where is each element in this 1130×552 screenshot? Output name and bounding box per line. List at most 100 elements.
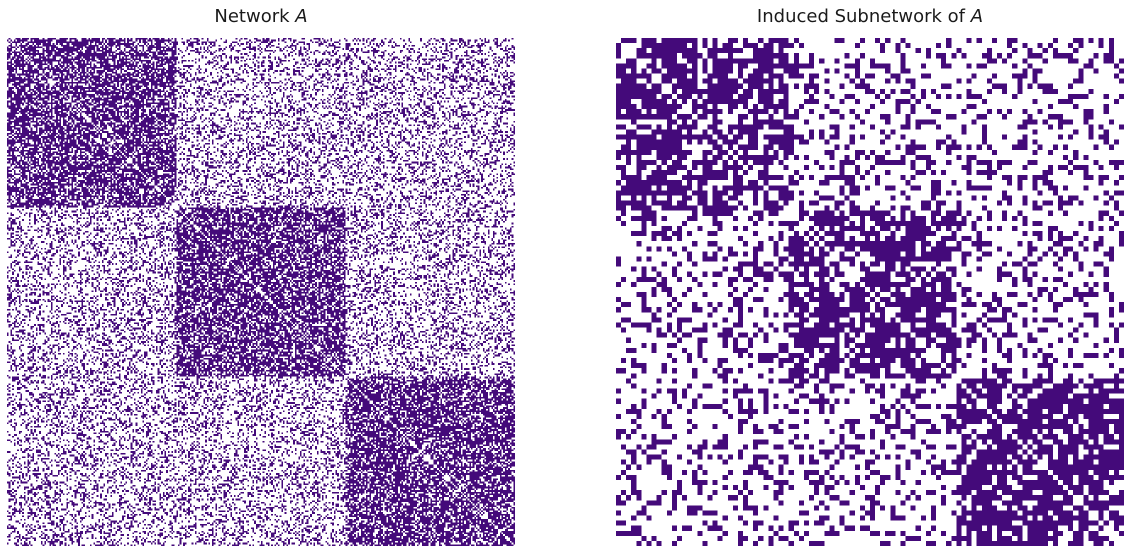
heatmap-row	[7, 48, 515, 50]
heatmap-row	[12, 380, 512, 382]
heatmap-row	[15, 520, 512, 523]
heatmap-row	[7, 134, 514, 137]
heatmap-row	[7, 185, 514, 188]
heatmap-row	[7, 276, 514, 279]
heatmap-row	[8, 70, 507, 72]
heatmap-row	[8, 280, 515, 282]
heatmap-row	[7, 266, 515, 269]
heatmap-row	[10, 242, 515, 245]
heatmap-row	[7, 92, 514, 94]
heatmap-row	[10, 532, 515, 535]
heatmap-row	[8, 468, 510, 470]
heatmap-row	[8, 51, 514, 54]
heatmap-row	[8, 518, 515, 521]
heatmap-row	[636, 540, 1114, 546]
heatmap-row	[7, 275, 514, 277]
heatmap-row	[10, 517, 515, 519]
heatmap-row	[10, 98, 515, 101]
heatmap-row	[621, 327, 1119, 333]
heatmap-row	[17, 310, 510, 313]
heatmap-row	[651, 439, 1124, 445]
heatmap-row	[7, 398, 514, 401]
heatmap-row	[8, 498, 515, 501]
heatmap-row	[17, 391, 514, 394]
heatmap-row	[7, 393, 515, 396]
heatmap-row	[8, 136, 510, 138]
heatmap-row	[7, 515, 515, 518]
heatmap-row	[7, 297, 514, 299]
heatmap-row	[10, 400, 515, 403]
heatmap-row	[7, 175, 512, 177]
heatmap-row	[15, 283, 515, 286]
heatmap-row	[8, 75, 514, 77]
heatmap-row	[8, 219, 507, 221]
network-a-heatmap	[7, 38, 515, 546]
heatmap-row	[7, 139, 515, 142]
heatmap-row	[13, 427, 515, 430]
heatmap-row	[10, 254, 514, 257]
heatmap-row	[7, 352, 515, 355]
heatmap-row	[7, 193, 515, 196]
heatmap-row	[616, 43, 1114, 49]
heatmap-row	[8, 459, 512, 462]
heatmap-row	[10, 239, 514, 242]
heatmap-row	[616, 368, 1124, 374]
heatmap-row	[7, 141, 515, 143]
heatmap-row	[8, 200, 507, 203]
heatmap-row	[10, 236, 514, 238]
heatmap-row	[7, 102, 514, 105]
heatmap-row	[8, 246, 505, 248]
heatmap-row	[8, 474, 514, 477]
heatmap-row	[7, 349, 514, 352]
heatmap-row	[7, 49, 509, 52]
heatmap-row	[10, 364, 515, 367]
heatmap-row	[8, 295, 509, 298]
heatmap-row	[631, 454, 1124, 460]
heatmap-row	[621, 185, 1089, 191]
heatmap-row	[8, 523, 515, 526]
heatmap-row	[7, 83, 515, 86]
heatmap-row	[626, 408, 1124, 414]
heatmap-row	[7, 202, 515, 204]
heatmap-row	[18, 478, 515, 480]
heatmap-row	[7, 314, 515, 316]
heatmap-row	[12, 463, 515, 465]
heatmap-row	[626, 129, 1109, 135]
heatmap-row	[616, 398, 1124, 404]
heatmap-row	[10, 263, 515, 265]
heatmap-row	[7, 73, 515, 76]
heatmap-row	[7, 388, 512, 391]
heatmap-row	[7, 220, 505, 223]
heatmap-row	[8, 325, 509, 328]
heatmap-row	[621, 302, 1124, 308]
heatmap-row	[12, 327, 509, 330]
heatmap-row	[621, 210, 1124, 216]
heatmap-row	[7, 166, 512, 169]
heatmap-row	[15, 395, 514, 397]
heatmap-row	[621, 276, 1064, 282]
heatmap-row	[621, 38, 1114, 44]
heatmap-row	[15, 307, 514, 309]
heatmap-row	[8, 305, 515, 308]
heatmap-row	[621, 358, 1058, 364]
induced-subnetwork-title-prefix: Induced Subnetwork of	[756, 6, 971, 27]
heatmap-row	[7, 227, 512, 230]
heatmap-row	[7, 293, 515, 296]
heatmap-row	[29, 417, 515, 419]
heatmap-row	[631, 231, 1124, 237]
heatmap-row	[12, 273, 514, 276]
heatmap-row	[12, 488, 515, 491]
heatmap-row	[7, 464, 515, 467]
heatmap-row	[616, 215, 1114, 221]
heatmap-row	[10, 244, 514, 247]
heatmap-row	[10, 207, 507, 210]
heatmap-row	[616, 68, 1124, 74]
heatmap-row	[641, 271, 1109, 277]
heatmap-row	[15, 231, 512, 233]
heatmap-row	[8, 390, 514, 392]
heatmap-row	[631, 479, 1114, 486]
heatmap-row	[8, 41, 504, 44]
heatmap-row	[7, 127, 515, 130]
heatmap-row	[7, 385, 515, 387]
heatmap-row	[7, 90, 515, 93]
